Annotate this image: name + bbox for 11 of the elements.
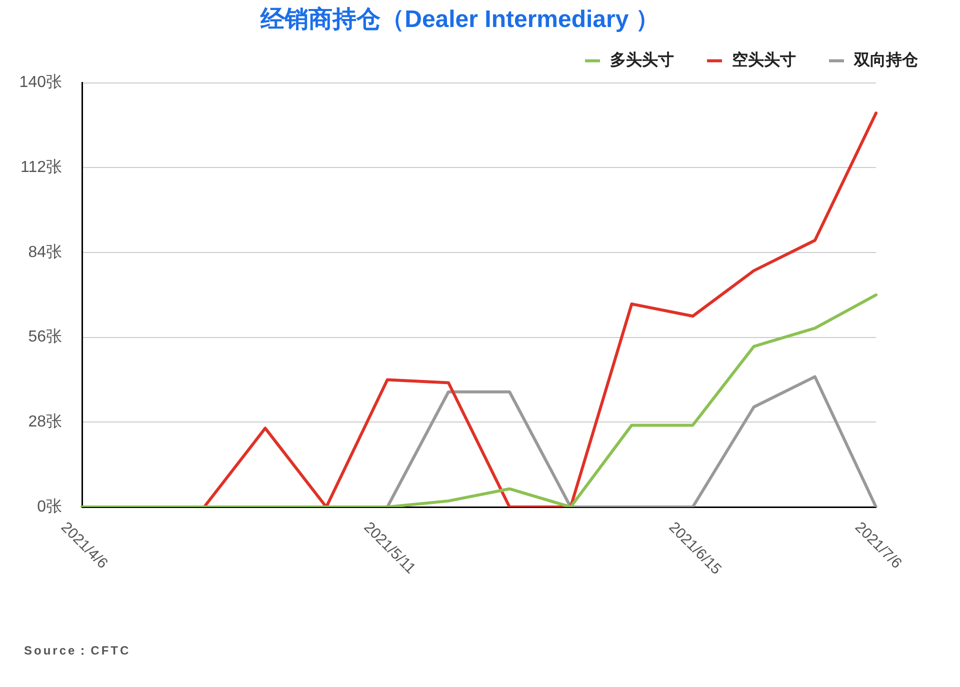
y-tick-label: 84张 — [28, 242, 62, 261]
y-tick-label: 140张 — [19, 73, 62, 92]
legend-label: 多头头寸 — [610, 51, 674, 70]
y-tick-label: 56张 — [28, 328, 62, 346]
y-tick-label: 28张 — [28, 412, 62, 431]
legend-label: 双向持仓 — [853, 51, 919, 70]
y-tick-label: 112张 — [20, 158, 62, 176]
chart-title: 经销商持仓（Dealer Intermediary ） — [260, 6, 660, 34]
legend-label: 空头头寸 — [732, 51, 796, 70]
source-note: Source：CFTC — [24, 643, 131, 658]
y-tick-label: 0张 — [37, 497, 62, 516]
